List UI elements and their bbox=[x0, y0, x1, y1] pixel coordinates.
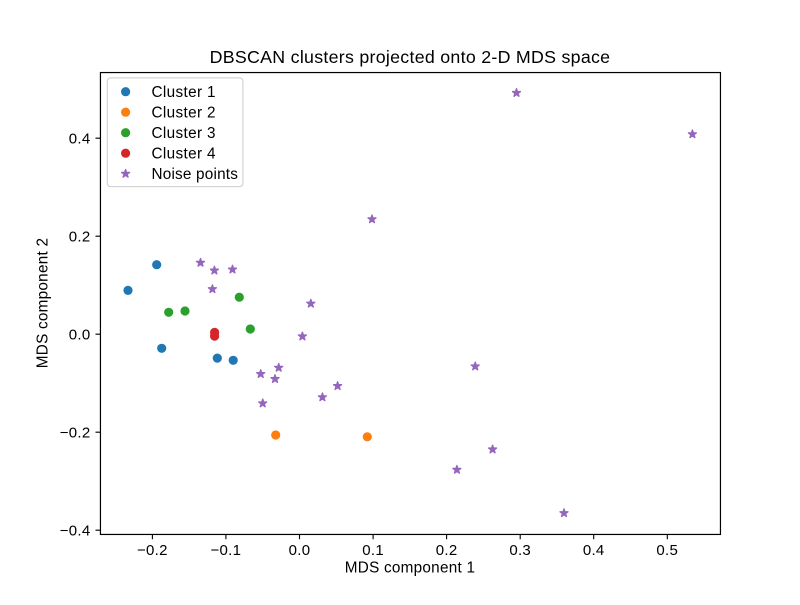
svg-text:0.4: 0.4 bbox=[69, 130, 91, 147]
svg-text:0.3: 0.3 bbox=[509, 542, 531, 559]
svg-text:0.2: 0.2 bbox=[69, 228, 91, 245]
svg-text:0.1: 0.1 bbox=[362, 542, 384, 559]
svg-text:Cluster 3: Cluster 3 bbox=[152, 125, 216, 142]
svg-text:Noise points: Noise points bbox=[152, 166, 239, 183]
svg-text:Cluster 1: Cluster 1 bbox=[152, 84, 216, 101]
svg-text:MDS component 1: MDS component 1 bbox=[345, 559, 475, 576]
svg-text:DBSCAN clusters projected onto: DBSCAN clusters projected onto 2-D MDS s… bbox=[210, 47, 611, 67]
svg-text:0.0: 0.0 bbox=[289, 542, 311, 559]
svg-text:0.5: 0.5 bbox=[656, 542, 678, 559]
svg-text:−0.2: −0.2 bbox=[60, 424, 91, 441]
svg-text:Cluster 2: Cluster 2 bbox=[152, 104, 216, 121]
svg-text:0.2: 0.2 bbox=[436, 542, 458, 559]
svg-text:−0.4: −0.4 bbox=[60, 522, 91, 539]
svg-text:MDS component 2: MDS component 2 bbox=[35, 238, 52, 368]
svg-text:Cluster 4: Cluster 4 bbox=[152, 145, 217, 162]
svg-text:0.0: 0.0 bbox=[69, 326, 91, 343]
svg-text:−0.2: −0.2 bbox=[137, 542, 168, 559]
svg-text:−0.1: −0.1 bbox=[210, 542, 241, 559]
svg-text:0.4: 0.4 bbox=[583, 542, 605, 559]
